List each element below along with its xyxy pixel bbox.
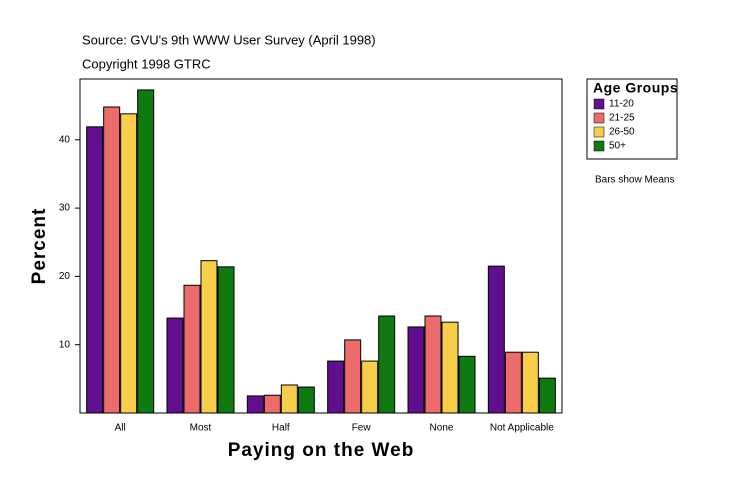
bar xyxy=(441,321,459,414)
legend-label: 11-20 xyxy=(609,99,634,110)
legend-label: 50+ xyxy=(609,141,626,152)
bar xyxy=(120,113,138,414)
bar xyxy=(103,106,121,414)
bar xyxy=(280,384,298,414)
y-tick-label: 20 xyxy=(59,271,71,282)
bar xyxy=(504,351,522,414)
bar xyxy=(166,317,184,414)
legend-swatch xyxy=(593,112,605,124)
x-tick-label: None xyxy=(430,423,454,434)
bar xyxy=(297,386,315,414)
bar xyxy=(378,315,396,414)
chart-subtitle: Copyright 1998 GTRC xyxy=(82,56,211,71)
legend-label: 21-25 xyxy=(609,113,635,124)
bar xyxy=(86,126,104,414)
bar xyxy=(183,284,201,414)
bar xyxy=(407,326,425,414)
x-tick-label: All xyxy=(115,423,126,434)
legend-swatch xyxy=(593,126,605,138)
bar xyxy=(424,315,442,414)
x-tick-label: Half xyxy=(272,423,290,434)
x-tick-label: Most xyxy=(190,423,212,434)
bar xyxy=(137,89,155,414)
y-tick-label: 10 xyxy=(59,339,71,350)
bar xyxy=(263,394,281,414)
bar xyxy=(487,265,505,414)
x-axis-label: Paying on the Web xyxy=(228,440,415,461)
x-tick-label: Not Applicable xyxy=(490,423,554,434)
bar xyxy=(521,351,539,414)
legend-swatch xyxy=(593,140,605,152)
chart-title: Source: GVU's 9th WWW User Survey (April… xyxy=(82,32,376,47)
legend-title: Age Groups xyxy=(593,80,678,96)
bar xyxy=(217,266,235,414)
bar xyxy=(344,339,362,414)
y-tick-label: 30 xyxy=(59,203,71,214)
legend-label: 26-50 xyxy=(609,127,635,138)
bar xyxy=(200,260,218,414)
bar xyxy=(538,377,556,414)
annotation: Bars show Means xyxy=(595,175,674,186)
bar xyxy=(361,360,379,414)
x-tick-label: Few xyxy=(352,423,372,434)
bar xyxy=(327,360,345,414)
bar xyxy=(246,395,264,414)
plot-frame xyxy=(79,78,563,414)
legend-swatch xyxy=(593,98,605,110)
y-axis-label: Percent xyxy=(29,208,50,285)
bar xyxy=(458,355,476,414)
y-tick-label: 40 xyxy=(59,134,71,145)
